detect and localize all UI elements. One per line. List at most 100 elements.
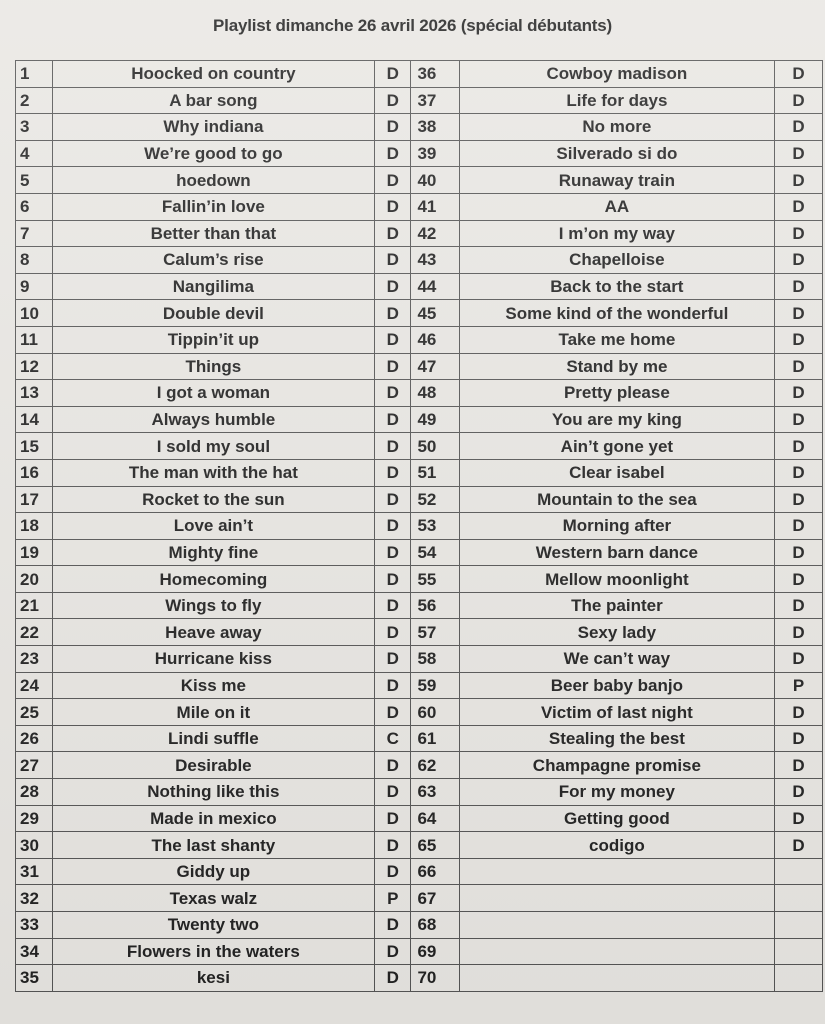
- song-title: No more: [458, 113, 776, 141]
- table-row: 26 Lindi suffle C 61 Stealing the best D: [15, 724, 823, 753]
- song-title: Stand by me: [458, 352, 776, 381]
- song-title: For my money: [458, 778, 776, 806]
- song-number: 70: [410, 964, 460, 992]
- song-level: D: [774, 352, 823, 381]
- table-row: 21 Wings to fly D 56 The painter D: [15, 591, 823, 620]
- song-number: 61: [410, 724, 460, 753]
- table-row: 12 Things D 47 Stand by me D: [15, 352, 823, 381]
- song-number: 1: [15, 60, 53, 88]
- song-number: 69: [410, 937, 460, 966]
- song-number: 15: [15, 432, 53, 460]
- song-level: D: [374, 352, 412, 381]
- table-row: 33 Twenty two D 68: [15, 911, 823, 939]
- song-title: A bar song: [51, 86, 376, 115]
- song-number: 20: [15, 565, 53, 593]
- song-number: 21: [15, 591, 53, 620]
- song-level: D: [374, 485, 412, 514]
- song-level: D: [374, 751, 412, 780]
- table-row: 3 Why indiana D 38 No more D: [15, 113, 823, 141]
- song-title: Giddy up: [51, 857, 376, 886]
- song-title: Desirable: [51, 751, 376, 780]
- song-title: Fallin’in love: [51, 192, 376, 221]
- song-number: 53: [410, 512, 460, 540]
- song-title: Getting good: [458, 804, 776, 833]
- song-title: Chapelloise: [458, 246, 776, 274]
- song-level: D: [374, 113, 412, 141]
- song-number: 37: [410, 86, 460, 115]
- song-title: codigo: [458, 831, 776, 859]
- song-title: We can’t way: [458, 645, 776, 673]
- song-title: Made in mexico: [51, 804, 376, 833]
- song-level: D: [774, 645, 823, 673]
- song-level: D: [374, 591, 412, 620]
- song-title: Take me home: [458, 325, 776, 354]
- song-title: Champagne promise: [458, 751, 776, 780]
- page-title: Playlist dimanche 26 avril 2026 (spécial…: [213, 16, 612, 35]
- table-row: 23 Hurricane kiss D 58 We can’t way D: [15, 645, 823, 673]
- table-row: 1 Hoocked on country D 36 Cowboy madison D: [15, 60, 823, 88]
- song-level: D: [374, 964, 412, 992]
- song-number: 33: [15, 911, 53, 939]
- song-title: Homecoming: [51, 565, 376, 593]
- song-number: 49: [410, 405, 460, 434]
- song-level: D: [774, 458, 823, 487]
- song-title: Pretty please: [458, 379, 776, 407]
- song-level: D: [774, 485, 823, 514]
- table-row: 19 Mighty fine D 54 Western barn dance D: [15, 538, 823, 567]
- song-title: Tippin’it up: [51, 325, 376, 354]
- song-title: The painter: [458, 591, 776, 620]
- song-level: P: [774, 671, 823, 700]
- song-title: Wings to fly: [51, 591, 376, 620]
- song-title: Things: [51, 352, 376, 381]
- song-level: D: [374, 166, 412, 194]
- song-level: D: [374, 246, 412, 274]
- song-title: Morning after: [458, 512, 776, 540]
- song-number: 27: [15, 751, 53, 780]
- song-title: Clear isabel: [458, 458, 776, 487]
- song-number: 35: [15, 964, 53, 992]
- song-level: D: [774, 751, 823, 780]
- song-number: 24: [15, 671, 53, 700]
- song-number: 17: [15, 485, 53, 514]
- song-level: D: [374, 512, 412, 540]
- song-title: Beer baby banjo: [458, 671, 776, 700]
- song-number: 51: [410, 458, 460, 487]
- song-level: D: [374, 458, 412, 487]
- song-title: Heave away: [51, 618, 376, 647]
- song-level: D: [374, 698, 412, 726]
- song-number: 3: [15, 113, 53, 141]
- song-number: 68: [410, 911, 460, 939]
- song-title: Why indiana: [51, 113, 376, 141]
- song-number: 62: [410, 751, 460, 780]
- song-number: 52: [410, 485, 460, 514]
- table-row: 9 Nangilima D 44 Back to the start D: [15, 272, 823, 301]
- song-title: Mountain to the sea: [458, 485, 776, 514]
- song-level: D: [374, 565, 412, 593]
- song-level: [774, 857, 823, 886]
- song-level: D: [774, 325, 823, 354]
- song-level: D: [374, 272, 412, 301]
- song-title: Hurricane kiss: [51, 645, 376, 673]
- song-title: Stealing the best: [458, 724, 776, 753]
- song-level: D: [374, 60, 412, 88]
- song-level: D: [374, 645, 412, 673]
- song-title: I sold my soul: [51, 432, 376, 460]
- song-number: 4: [15, 139, 53, 168]
- song-title: Life for days: [458, 86, 776, 115]
- song-level: D: [374, 831, 412, 859]
- song-number: 2: [15, 86, 53, 115]
- song-number: 65: [410, 831, 460, 859]
- song-level: D: [374, 432, 412, 460]
- song-level: D: [774, 299, 823, 327]
- song-level: D: [774, 538, 823, 567]
- song-title: Some kind of the wonderful: [458, 299, 776, 327]
- song-level: [774, 964, 823, 992]
- table-row: 30 The last shanty D 65 codigo D: [15, 831, 823, 859]
- song-number: 58: [410, 645, 460, 673]
- song-number: 23: [15, 645, 53, 673]
- song-level: D: [774, 618, 823, 647]
- song-title: Back to the start: [458, 272, 776, 301]
- song-number: 28: [15, 778, 53, 806]
- song-level: D: [374, 911, 412, 939]
- song-level: D: [774, 432, 823, 460]
